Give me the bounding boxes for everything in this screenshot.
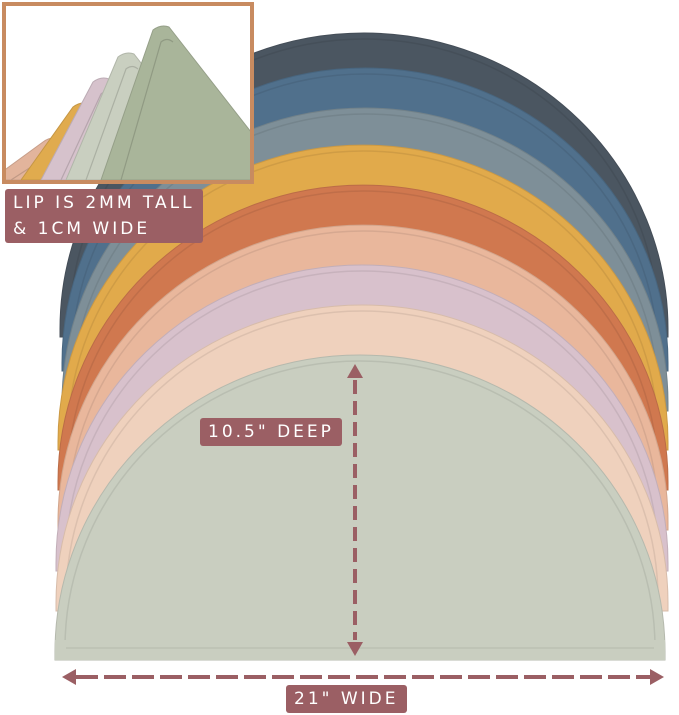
inset-mat-5: [100, 25, 250, 180]
placemat-lip: [67, 190, 659, 479]
depth-arrow-head-top: [347, 364, 363, 378]
lip-size-line-2: & 1CM WIDE: [13, 219, 151, 239]
depth-arrow-head-bottom: [347, 642, 363, 656]
width-arrow-head-left: [62, 669, 76, 685]
depth-label: 10.5" DEEP: [200, 418, 342, 446]
placemat-lip: [64, 360, 656, 649]
placemat-lip: [71, 113, 659, 400]
width-arrow-head-right: [650, 669, 664, 685]
placemat-lip: [65, 270, 659, 560]
placemat-lip: [67, 150, 659, 439]
lip-detail-inset: [2, 2, 254, 184]
width-label: 21" WIDE: [286, 685, 407, 713]
lip-size-line-1: LIP IS 2MM TALL: [13, 193, 195, 213]
placemat-front-base: [55, 640, 665, 660]
lip-closeup-image: [6, 25, 250, 180]
lip-size-label: LIP IS 2MM TALL & 1CM WIDE: [5, 189, 203, 243]
placemat-lip: [67, 230, 659, 519]
placemat-lip: [65, 310, 659, 600]
